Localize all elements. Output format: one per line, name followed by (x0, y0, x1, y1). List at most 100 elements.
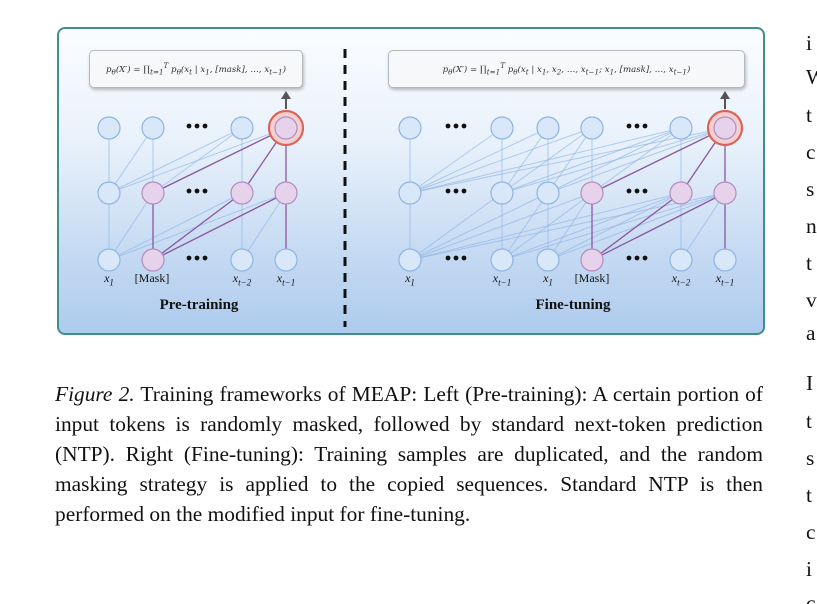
token-node-bottom (536, 248, 560, 272)
ellipsis-dots (642, 255, 648, 261)
ellipsis-dots (202, 123, 208, 129)
ellipsis-dots (445, 188, 451, 194)
right-panel-title: Fine-tuning (535, 297, 611, 313)
attention-edge (501, 192, 549, 261)
network-diagram (97, 49, 744, 327)
attention-edge (108, 127, 243, 194)
left-label-mask: [Mask] (134, 271, 170, 285)
predicted-token-node (713, 116, 737, 140)
left-panel-title: Pre-training (159, 297, 239, 313)
token-node-bottom (274, 248, 298, 272)
attention-edge (409, 127, 549, 194)
token-node-bottom (141, 248, 165, 272)
ellipsis-dots (202, 255, 208, 261)
token-node-mid (274, 181, 298, 205)
token-node-bottom (669, 248, 693, 272)
token-node-bottom (230, 248, 254, 272)
right-column-letter: c (806, 520, 816, 544)
attention-edge-masked (152, 192, 287, 261)
attention-edge-masked (591, 192, 726, 261)
attention-edge (409, 127, 726, 194)
right-label-x1-a: x1 (405, 271, 415, 288)
token-node-mid (580, 181, 604, 205)
left-label-x1: x1 (104, 271, 114, 288)
token-node-mid (97, 181, 121, 205)
attention-edge (409, 192, 682, 261)
output-arrowhead (720, 91, 730, 99)
ellipsis-dots (642, 188, 648, 194)
ellipsis-dots (626, 123, 632, 129)
ellipsis-dots (634, 188, 640, 194)
attention-edge (501, 127, 726, 194)
attention-edge (409, 127, 593, 194)
token-node-mid (536, 181, 560, 205)
attention-edge (409, 192, 503, 261)
token-node-bottom (580, 248, 604, 272)
ellipsis-dots (186, 123, 192, 129)
left-label-xt-1: xt−1 (276, 271, 296, 288)
right-column-letter: s (806, 446, 815, 470)
token-node-bottom (97, 248, 121, 272)
left-formula-text: pθ(X′) = ∏t=1T pθ(xt | x1, [mask], …, xt… (106, 61, 286, 77)
attention-edge (108, 192, 243, 261)
predicted-token-node (274, 116, 298, 140)
ellipsis-dots (194, 123, 200, 129)
right-column-letter: t (806, 251, 812, 275)
right-column-letter: s (806, 177, 815, 201)
attention-edge (409, 192, 549, 261)
caption-text: Training frameworks of MEAP: Left (Pre-t… (55, 382, 763, 526)
ellipsis-dots (186, 255, 192, 261)
output-arrowhead (281, 91, 291, 99)
attention-edge (241, 192, 287, 261)
right-column-letter: n (806, 214, 817, 238)
right-column-letter: a (806, 321, 816, 345)
right-label-mask: [Mask] (574, 271, 610, 285)
right-label-xt-1-a: xt−1 (492, 271, 512, 288)
ellipsis-dots (453, 188, 459, 194)
ellipsis-dots (634, 123, 640, 129)
token-node-mid (230, 181, 254, 205)
ellipsis-dots (634, 255, 640, 261)
caption-label: Figure 2. (55, 382, 135, 406)
ellipsis-dots (445, 255, 451, 261)
token-node-top (141, 116, 165, 140)
attention-edge-masked (591, 127, 726, 194)
token-node-top (490, 116, 514, 140)
right-column-letter: I (806, 371, 814, 395)
attention-edge (108, 127, 154, 194)
right-column-letter: t (806, 483, 812, 507)
attention-edge (680, 192, 726, 261)
ellipsis-dots (445, 123, 451, 129)
attention-edge-masked (591, 192, 682, 261)
right-formula: pθ(X′) = ∏t=1T pθ(xt | x1, x2, …, xt−1; … (388, 50, 745, 88)
right-formula-text: pθ(X′) = ∏t=1T pθ(xt | x1, x2, …, xt−1; … (442, 61, 691, 77)
token-node-top (230, 116, 254, 140)
right-column-letter: i (806, 31, 812, 55)
left-formula: pθ(X′) = ∏t=1T pθ(xt | x1, [mask], …, xt… (89, 50, 303, 88)
right-column-letter: t (806, 103, 812, 127)
attention-edge (547, 127, 726, 194)
attention-edge (501, 192, 726, 261)
attention-edge (409, 192, 726, 261)
figure-panel: pθ(X′) = ∏t=1T pθ(xt | x1, [mask], …, xt… (57, 27, 765, 335)
ellipsis-dots (626, 255, 632, 261)
ellipsis-dots (453, 255, 459, 261)
ellipsis-dots (626, 188, 632, 194)
attention-edge (501, 127, 549, 194)
token-node-top (536, 116, 560, 140)
attention-edge (108, 192, 154, 261)
attention-edge (547, 127, 593, 194)
attention-edge-masked (152, 192, 243, 261)
token-node-top (398, 116, 422, 140)
token-node-mid (713, 181, 737, 205)
token-node-mid (141, 181, 165, 205)
right-column-letter: t (806, 409, 812, 433)
token-node-top (669, 116, 693, 140)
attention-edge (409, 127, 503, 194)
ellipsis-dots (194, 255, 200, 261)
attention-edge (547, 192, 593, 261)
token-node-mid (669, 181, 693, 205)
ellipsis-dots (194, 188, 200, 194)
right-column-letter: v (806, 288, 817, 312)
